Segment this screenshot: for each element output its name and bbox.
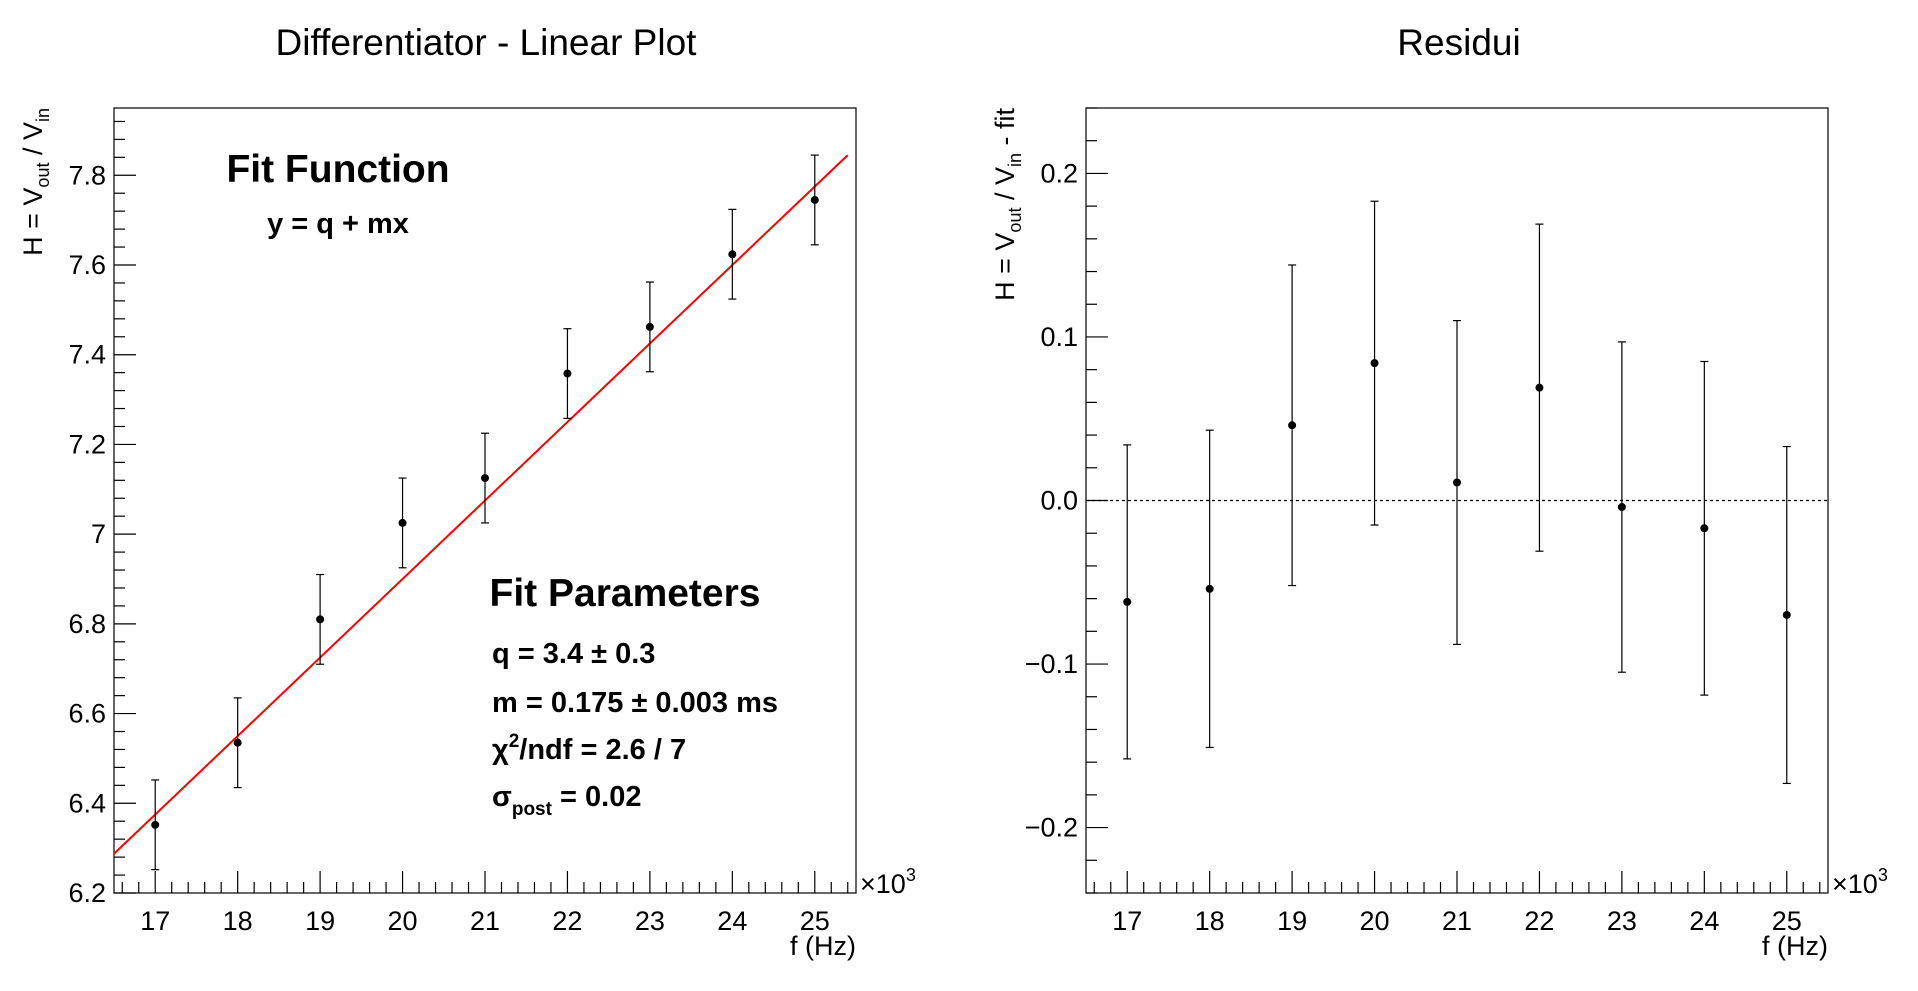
residuals-title: Residui: [1397, 22, 1520, 63]
y-tick-label: 0.2: [1040, 158, 1078, 188]
data-point: [1205, 584, 1214, 593]
x-tick-label: 17: [140, 906, 170, 936]
data-point: [728, 250, 737, 259]
y-tick-label: 6.4: [68, 788, 106, 818]
fit-param-q: q = 3.4 ± 0.3: [492, 638, 655, 670]
linear-plot-title: Differentiator - Linear Plot: [276, 22, 698, 63]
fit-line: [113, 154, 849, 855]
linear-plot-x-multiplier: ×103: [860, 865, 916, 899]
linear-plot-chart: Differentiator - Linear Plot 17 18 19 20 21 2…: [18, 22, 916, 961]
data-point: [1535, 383, 1544, 392]
data-point: [398, 518, 407, 527]
data-point: [1288, 421, 1297, 430]
y-tick-label: 6.2: [68, 878, 106, 908]
data-point: [1453, 478, 1461, 487]
data-point: [481, 474, 489, 483]
data-point: [1700, 524, 1709, 533]
y-tick-label: 6.6: [68, 699, 106, 729]
x-tick-label: 24: [717, 906, 747, 936]
x-tick-label: 24: [1689, 906, 1719, 936]
data-point: [1617, 503, 1626, 512]
y-tick-label: 7.2: [68, 429, 106, 459]
x-tick-label: 17: [1112, 906, 1142, 936]
linear-plot-x-label: f (Hz): [790, 931, 856, 961]
data-point: [316, 615, 325, 624]
y-tick-label: 7.6: [68, 250, 106, 280]
y-tick-label: −0.2: [1025, 813, 1078, 843]
y-tick-label: 7: [91, 519, 106, 549]
x-tick-label: 18: [1195, 906, 1225, 936]
data-point: [645, 322, 654, 331]
data-point: [563, 369, 572, 378]
x-tick-label: 23: [635, 906, 665, 936]
residuals-chart: Residui 17 18 19 20 21 22 23 24 25 −0.2 −0.1 0.0 0.1…: [990, 22, 1888, 961]
residuals-y-label: H = Vout / Vin - fit: [990, 108, 1025, 301]
data-point: [233, 738, 242, 747]
fit-function-title: Fit Function: [226, 148, 449, 191]
y-tick-label: 0.0: [1040, 486, 1078, 516]
x-tick-label: 25: [1772, 906, 1802, 936]
x-tick-label: 23: [1607, 906, 1637, 936]
fit-param-m: m = 0.175 ± 0.003 ms: [492, 687, 778, 719]
x-tick-label: 21: [470, 906, 500, 936]
x-tick-label: 19: [305, 906, 335, 936]
fit-param-chi2: χ2/ndf = 2.6 / 7: [492, 731, 686, 766]
x-tick-label: 22: [552, 906, 582, 936]
linear-plot-y-label: H = Vout / Vin: [18, 108, 53, 256]
x-tick-label: 22: [1524, 906, 1554, 936]
y-tick-label: 7.8: [68, 160, 106, 190]
x-tick-label: 20: [1360, 906, 1390, 936]
x-tick-label: 20: [388, 906, 418, 936]
data-point: [1782, 610, 1791, 619]
y-tick-label: 6.8: [68, 609, 106, 639]
x-tick-label: 25: [800, 906, 830, 936]
x-tick-label: 18: [223, 906, 253, 936]
fit-function-formula: y = q + mx: [267, 208, 409, 240]
y-tick-label: −0.1: [1025, 649, 1078, 679]
data-point: [151, 820, 160, 829]
y-tick-label: 7.4: [68, 340, 106, 370]
x-tick-label: 21: [1442, 906, 1472, 936]
residuals-x-multiplier: ×103: [1832, 865, 1888, 899]
fit-parameters-title: Fit Parameters: [490, 572, 761, 615]
data-point: [1123, 597, 1132, 606]
data-point: [1370, 359, 1379, 368]
data-point: [810, 195, 819, 204]
y-tick-label: 0.1: [1040, 322, 1078, 352]
x-tick-label: 19: [1277, 906, 1307, 936]
residuals-x-label: f (Hz): [1762, 931, 1828, 961]
fit-param-sigma: σpost = 0.02: [492, 781, 641, 820]
